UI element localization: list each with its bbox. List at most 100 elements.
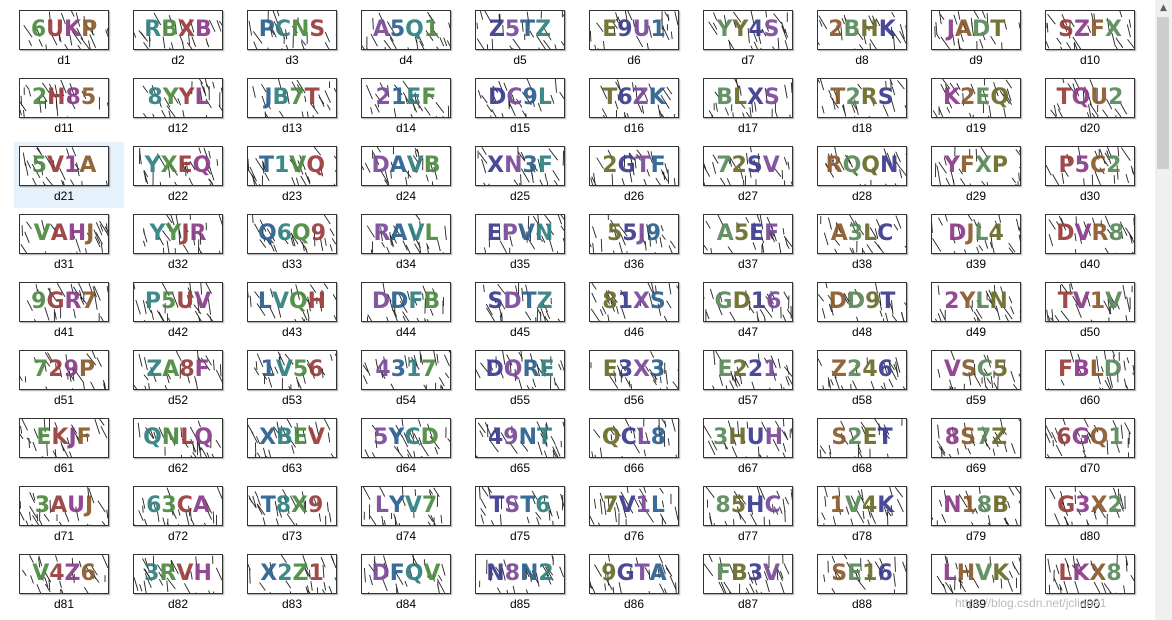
file-item[interactable]: 2 H 8 5 d11 <box>14 74 124 140</box>
file-item[interactable]: L Y V 7 d74 <box>356 482 466 548</box>
file-item[interactable]: T 8 X 9 d73 <box>242 482 352 548</box>
file-item[interactable]: S E 1 6 d88 <box>812 550 922 616</box>
captcha-char: 4 <box>49 561 65 586</box>
file-item[interactable]: V S C 5 d59 <box>926 346 1036 412</box>
file-item[interactable]: 9 G R 7 d41 <box>14 278 124 344</box>
captcha-char: B <box>730 561 748 586</box>
scroll-up-arrow-icon[interactable]: ▲ <box>1160 3 1167 13</box>
file-item[interactable]: N 8 N 2 d85 <box>470 550 580 616</box>
file-item[interactable]: A 5 Q 1 d4 <box>356 6 466 72</box>
file-item[interactable]: T S T 6 d75 <box>470 482 580 548</box>
captcha-char: 5 <box>992 357 1009 382</box>
file-item[interactable]: Q C L 8 d66 <box>584 414 694 480</box>
file-item[interactable]: T Q U 2 d20 <box>1040 74 1150 140</box>
scroll-thumb[interactable] <box>1157 17 1169 169</box>
noise-lines <box>20 487 108 525</box>
file-item[interactable]: X 2 Z 1 d83 <box>242 550 352 616</box>
file-item[interactable]: E 3 X 3 d56 <box>584 346 694 412</box>
file-item[interactable]: 4 3 1 7 d54 <box>356 346 466 412</box>
file-item[interactable]: L K X 8 d90 <box>1040 550 1150 616</box>
file-item[interactable]: G 3 X 2 d80 <box>1040 482 1150 548</box>
file-item[interactable]: G D 1 6 d47 <box>698 278 808 344</box>
file-item[interactable]: V 4 Z 6 d81 <box>14 550 124 616</box>
file-item[interactable]: P 5 C 2 d30 <box>1040 142 1150 208</box>
vertical-scrollbar[interactable]: ▲ <box>1155 0 1172 620</box>
file-item[interactable]: E 2 2 1 d57 <box>698 346 808 412</box>
file-item[interactable]: D V R 8 d40 <box>1040 210 1150 276</box>
file-item[interactable]: 6 G Q 1 d70 <box>1040 414 1150 480</box>
file-item[interactable]: Q 6 Q 9 d33 <box>242 210 352 276</box>
file-name-label: d62 <box>167 461 189 475</box>
file-item[interactable]: D J L 4 d39 <box>926 210 1036 276</box>
file-item[interactable]: 5 5 J 9 d36 <box>584 210 694 276</box>
file-item[interactable]: Z 2 4 6 d58 <box>812 346 922 412</box>
file-item[interactable]: 1 V 5 6 d53 <box>242 346 352 412</box>
file-item[interactable]: E 9 U 1 d6 <box>584 6 694 72</box>
